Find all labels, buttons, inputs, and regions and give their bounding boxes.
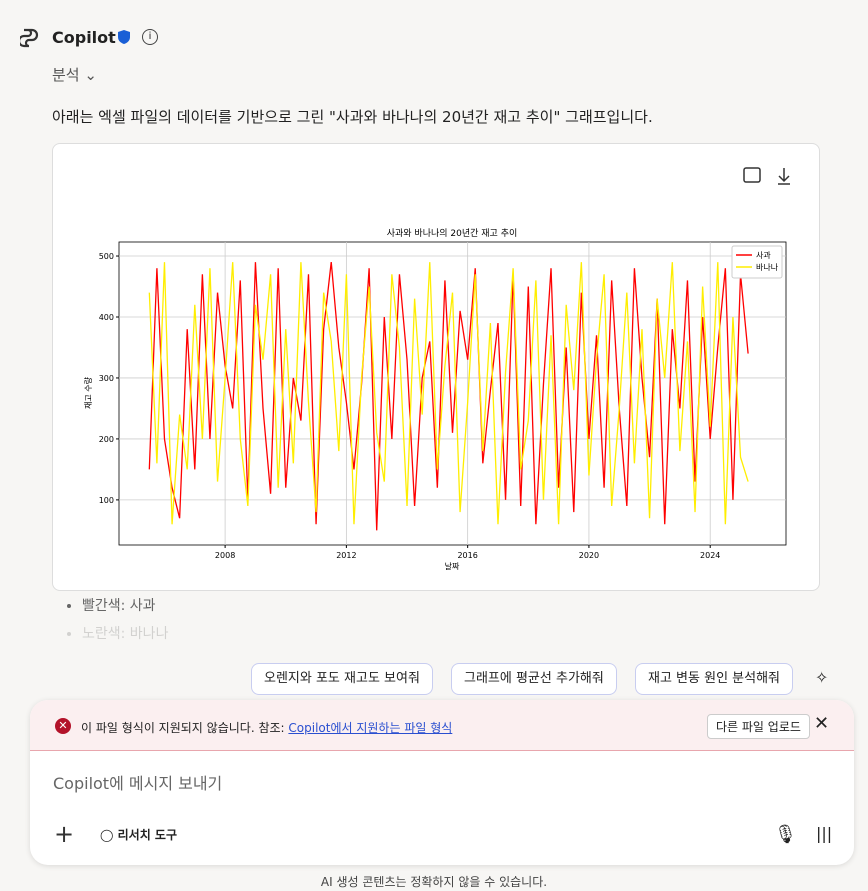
x-tick-label: 2012 bbox=[336, 551, 356, 560]
message: 아래는 엑셀 파일의 데이터를 기반으로 그린 "사과와 바나나의 20년간 재… bbox=[52, 108, 653, 126]
chart-card: 사과와 바나나의 20년간 재고 추이 날짜 재고 수량 100 200 300 40… bbox=[52, 143, 820, 591]
y-tick-label: 100 bbox=[99, 496, 114, 505]
y-tick-label: 400 bbox=[99, 313, 114, 322]
add-button[interactable]: + bbox=[54, 820, 75, 848]
suggestion[interactable]: 그래프에 평균선 추가해줘 bbox=[451, 663, 617, 695]
logo bbox=[17, 26, 42, 52]
y-tick-label: 200 bbox=[99, 435, 114, 444]
x-tick-label: 2008 bbox=[215, 551, 235, 560]
bullet: 노란색: 바나나 bbox=[82, 620, 168, 648]
composer: ✕ 이 파일 형식이 지원되지 않습니다. 참조: Copilot에서 지원하는… bbox=[30, 700, 854, 865]
x-tick-label: 2020 bbox=[579, 551, 599, 560]
sparkle-icon[interactable]: ✧ bbox=[815, 668, 829, 687]
upload-button[interactable]: 다른 파일 업로드 bbox=[707, 714, 810, 739]
image-icon[interactable] bbox=[743, 167, 761, 183]
legend-label: 사과 bbox=[756, 251, 771, 260]
legend-label: 바나나 bbox=[756, 262, 779, 272]
close-button[interactable]: ✕ bbox=[814, 713, 830, 734]
x-axis-label: 날짜 bbox=[445, 561, 460, 571]
info-icon[interactable]: i bbox=[142, 29, 158, 45]
line-series bbox=[148, 262, 749, 525]
y-tick-label: 300 bbox=[99, 374, 114, 383]
chart-title: 사과와 바나나의 20년간 재고 추이 bbox=[387, 227, 518, 239]
error-icon: ✕ bbox=[55, 718, 71, 734]
suggestion[interactable]: 오렌지와 포도 재고도 보여줘 bbox=[251, 663, 433, 695]
mic-button[interactable]: 🎙 bbox=[774, 824, 797, 845]
x-tick-label: 2016 bbox=[457, 551, 477, 560]
error-message: 이 파일 형식이 지원되지 않습니다. 참조: bbox=[81, 721, 285, 735]
x-tick-label: 2024 bbox=[700, 551, 720, 560]
legend-box bbox=[731, 245, 783, 279]
mode-label: 분석 bbox=[52, 66, 80, 84]
error-text: 이 파일 형식이 지원되지 않습니다. 참조: Copilot에서 지원하는 파… bbox=[81, 719, 452, 736]
tool-label: 리서치 도구 bbox=[117, 828, 177, 842]
chart: 사과와 바나나의 20년간 재고 추이 날짜 재고 수량 100 200 300 40… bbox=[83, 167, 790, 571]
suggestion[interactable]: 재고 변동 원인 분석해줘 bbox=[635, 663, 793, 695]
footer: AI 생성 콘텐츠는 정확하지 않을 수 있습니다. bbox=[320, 875, 548, 889]
error-link[interactable]: Copilot에서 지원하는 파일 형식 bbox=[288, 721, 453, 735]
y-axis-label: 재고 수량 bbox=[83, 376, 93, 409]
input[interactable]: Copilot에 메시지 보내기 bbox=[53, 774, 223, 793]
y-tick-label: 500 bbox=[99, 252, 114, 261]
research-tool[interactable]: ◯ 리서치 도구 bbox=[100, 828, 177, 842]
download-icon[interactable] bbox=[778, 168, 790, 185]
bot-name: Copilot bbox=[52, 28, 116, 47]
voice-button[interactable]: ||| bbox=[816, 824, 833, 843]
verified-icon bbox=[116, 29, 132, 49]
mode-toggle[interactable]: 분석 ⌄ bbox=[52, 66, 97, 84]
bullet: 빨간색: 사과 bbox=[82, 592, 168, 620]
bullet-list: 빨간색: 사과 노란색: 바나나 bbox=[42, 592, 168, 648]
error-banner: ✕ 이 파일 형식이 지원되지 않습니다. 참조: Copilot에서 지원하는… bbox=[30, 700, 854, 751]
